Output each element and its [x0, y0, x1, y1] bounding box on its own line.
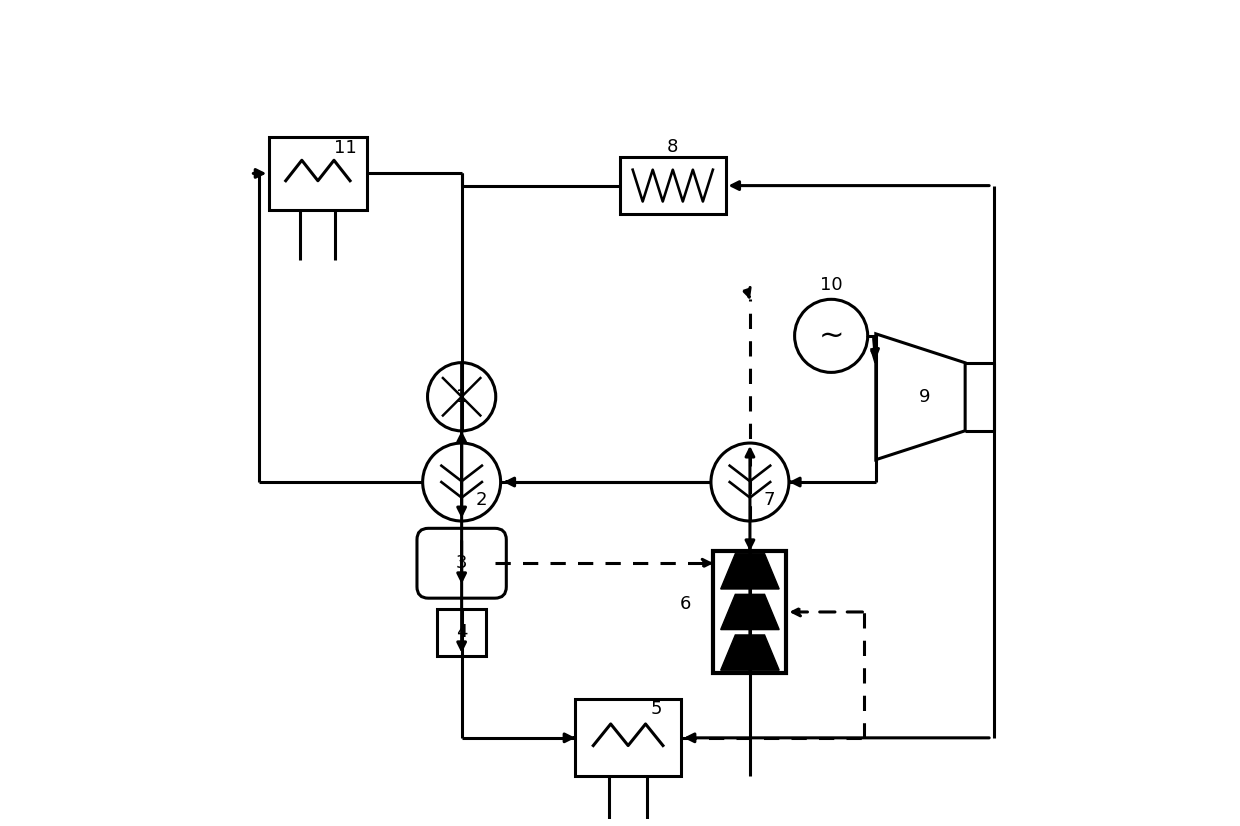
Bar [575, 700, 681, 776]
Text: 9: 9 [919, 387, 931, 406]
Bar [620, 157, 725, 214]
Bar [269, 137, 367, 210]
Text: 3: 3 [456, 554, 467, 572]
Polygon shape [720, 595, 779, 629]
Polygon shape [720, 635, 779, 670]
Text: 2: 2 [475, 491, 487, 509]
Text: ~: ~ [818, 321, 844, 350]
Text: 7: 7 [764, 491, 775, 509]
Text: 11: 11 [334, 139, 357, 157]
Text: 5: 5 [651, 700, 662, 719]
Bar [438, 609, 486, 656]
Text: 1: 1 [456, 387, 467, 406]
Text: 10: 10 [820, 276, 842, 294]
Bar [713, 551, 786, 673]
Polygon shape [720, 553, 779, 589]
Text: 4: 4 [456, 624, 467, 641]
Text: 6: 6 [680, 595, 691, 613]
Text: 8: 8 [667, 138, 678, 155]
